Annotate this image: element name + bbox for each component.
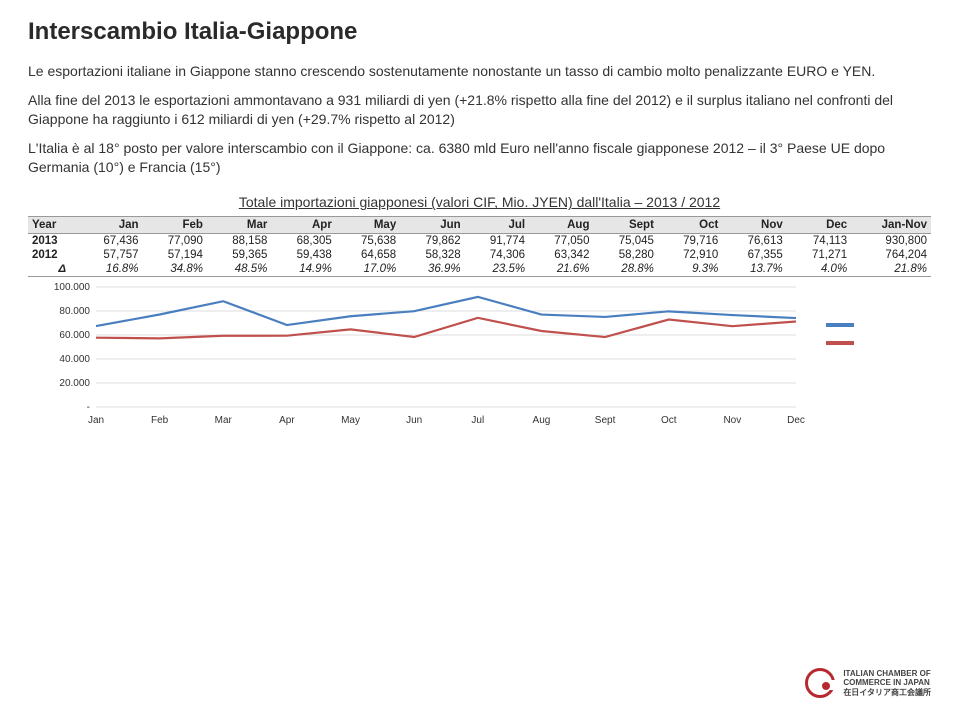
chart-legend	[826, 323, 854, 345]
table-cell: 2013	[28, 234, 78, 249]
svg-text:Nov: Nov	[723, 415, 741, 426]
col-header: Feb	[143, 217, 207, 234]
svg-text:Aug: Aug	[533, 415, 551, 426]
table-header-row: Year Jan Feb Mar Apr May Jun Jul Aug Sep…	[28, 217, 931, 234]
table-cell: 72,910	[658, 248, 722, 262]
table-cell: 75,638	[336, 234, 400, 249]
table-cell: 23.5%	[465, 262, 529, 277]
logo-line: COMMERCE IN JAPAN	[843, 678, 931, 687]
page-title: Interscambio Italia-Giappone	[28, 18, 931, 46]
col-header: Apr	[271, 217, 335, 234]
table-cell: 74,113	[787, 234, 851, 249]
line-chart: - 20.000 40.000 60.000 80.000 100.000 Jan Feb Ma…	[28, 283, 818, 443]
col-header: Mar	[207, 217, 271, 234]
svg-text:Mar: Mar	[215, 415, 233, 426]
svg-text:Sept: Sept	[595, 415, 616, 426]
svg-text:Jun: Jun	[406, 415, 422, 426]
col-header: Oct	[658, 217, 722, 234]
intro-paragraph-2: Alla fine del 2013 le esportazioni ammon…	[28, 91, 931, 129]
table-cell: 930,800	[851, 234, 931, 249]
table-cell: 58,328	[400, 248, 464, 262]
table-cell: 21.6%	[529, 262, 593, 277]
logo-text: ITALIAN CHAMBER OF COMMERCE IN JAPAN 在日イ…	[843, 669, 931, 697]
table-cell: 77,090	[143, 234, 207, 249]
table-cell: 59,438	[271, 248, 335, 262]
svg-text:60.000: 60.000	[59, 330, 90, 341]
table-cell: 63,342	[529, 248, 593, 262]
legend-swatch	[826, 323, 854, 327]
svg-text:80.000: 80.000	[59, 306, 90, 317]
col-header: Dec	[787, 217, 851, 234]
table-cell: 91,774	[465, 234, 529, 249]
table-cell: 71,271	[787, 248, 851, 262]
intro-paragraph-3: L'Italia è al 18° posto per valore inter…	[28, 139, 931, 177]
svg-text:Jan: Jan	[88, 415, 104, 426]
table-cell: 36.9%	[400, 262, 464, 277]
svg-text:Oct: Oct	[661, 415, 677, 426]
table-cell: 74,306	[465, 248, 529, 262]
logo-line: 在日イタリア商工会議所	[843, 688, 931, 697]
logo-icon	[805, 668, 835, 698]
table-row: Δ16.8%34.8%48.5%14.9%17.0%36.9%23.5%21.6…	[28, 262, 931, 277]
table-cell: 88,158	[207, 234, 271, 249]
logo-line: ITALIAN CHAMBER OF	[843, 669, 931, 678]
table-cell: 48.5%	[207, 262, 271, 277]
table-cell: 57,757	[78, 248, 142, 262]
col-header: Jun	[400, 217, 464, 234]
footer-logo: ITALIAN CHAMBER OF COMMERCE IN JAPAN 在日イ…	[805, 668, 931, 698]
col-header: May	[336, 217, 400, 234]
svg-text:20.000: 20.000	[59, 378, 90, 389]
table-cell: 4.0%	[787, 262, 851, 277]
chart-container: - 20.000 40.000 60.000 80.000 100.000 Jan Feb Ma…	[28, 283, 931, 443]
col-header: Jan	[78, 217, 142, 234]
col-header: Year	[28, 217, 78, 234]
table-cell: 21.8%	[851, 262, 931, 277]
table-cell: Δ	[28, 262, 78, 277]
table-cell: 14.9%	[271, 262, 335, 277]
svg-text:Dec: Dec	[787, 415, 805, 426]
col-header: Sept	[593, 217, 657, 234]
svg-text:100.000: 100.000	[54, 283, 91, 293]
imports-table: Year Jan Feb Mar Apr May Jun Jul Aug Sep…	[28, 216, 931, 277]
svg-text:May: May	[341, 415, 360, 426]
table-cell: 34.8%	[143, 262, 207, 277]
table-caption: Totale importazioni giapponesi (valori C…	[28, 194, 931, 210]
table-cell: 764,204	[851, 248, 931, 262]
table-cell: 59,365	[207, 248, 271, 262]
intro-paragraph-1: Le esportazioni italiane in Giappone sta…	[28, 62, 931, 81]
svg-text:Apr: Apr	[279, 415, 295, 426]
table-cell: 67,355	[722, 248, 786, 262]
table-cell: 2012	[28, 248, 78, 262]
table-cell: 13.7%	[722, 262, 786, 277]
table-cell: 79,862	[400, 234, 464, 249]
col-header: Jul	[465, 217, 529, 234]
table-cell: 58,280	[593, 248, 657, 262]
table-cell: 17.0%	[336, 262, 400, 277]
svg-text:Jul: Jul	[471, 415, 484, 426]
legend-item	[826, 341, 854, 345]
legend-item	[826, 323, 854, 327]
col-header: Aug	[529, 217, 593, 234]
table-cell: 79,716	[658, 234, 722, 249]
legend-swatch	[826, 341, 854, 345]
table-cell: 16.8%	[78, 262, 142, 277]
table-cell: 75,045	[593, 234, 657, 249]
table-row: 201367,43677,09088,15868,30575,63879,862…	[28, 234, 931, 249]
table-cell: 76,613	[722, 234, 786, 249]
table-row: 201257,75757,19459,36559,43864,65858,328…	[28, 248, 931, 262]
table-cell: 64,658	[336, 248, 400, 262]
table-cell: 77,050	[529, 234, 593, 249]
col-header: Nov	[722, 217, 786, 234]
table-cell: 57,194	[143, 248, 207, 262]
table-cell: 28.8%	[593, 262, 657, 277]
svg-text:40.000: 40.000	[59, 354, 90, 365]
col-header: Jan-Nov	[851, 217, 931, 234]
table-cell: 68,305	[271, 234, 335, 249]
svg-text:Feb: Feb	[151, 415, 169, 426]
table-cell: 67,436	[78, 234, 142, 249]
table-cell: 9.3%	[658, 262, 722, 277]
svg-text:-: -	[87, 402, 90, 413]
